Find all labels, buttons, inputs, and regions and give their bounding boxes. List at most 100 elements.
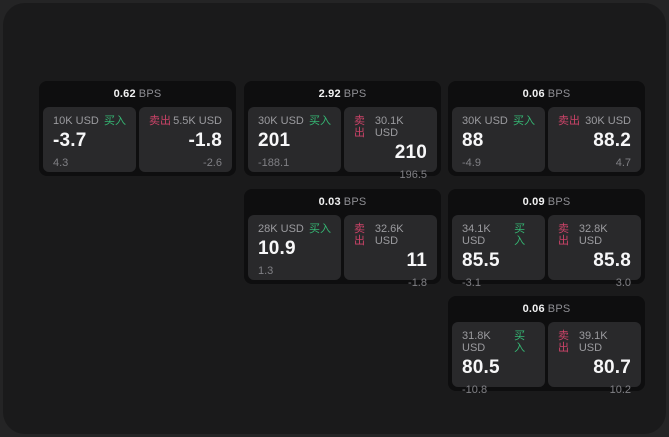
card-header: 0.03 BPS [248,189,437,215]
buy-side-label: 买入 [309,223,331,235]
buy-panel-top: 30K USD 买入 [258,115,331,127]
card-body: 28K USD 买入 10.9 1.3 卖出 32.6K USD 11 -1.8 [248,215,437,289]
card-body: 31.8K USD 买入 80.5 -10.8 卖出 39.1K USD 80.… [452,322,641,396]
buy-price: -3.7 [53,130,87,151]
card-header: 0.62 BPS [43,81,232,107]
card-header: 0.09 BPS [452,189,641,215]
sell-price: 85.8 [593,250,631,271]
quote-card[interactable]: 0.62 BPS 10K USD 买入 -3.7 4.3 卖出 5.5K USD … [39,81,236,176]
buy-delta: -4.9 [462,157,481,169]
buy-delta: -10.8 [462,384,488,396]
sell-panel[interactable]: 卖出 32.6K USD 11 -1.8 [344,215,437,289]
bps-value: 0.03 [318,196,341,208]
sell-price: 88.2 [593,130,631,151]
buy-panel[interactable]: 30K USD 买入 88 -4.9 [452,107,545,172]
sell-panel[interactable]: 卖出 30K USD 88.2 4.7 [548,107,641,172]
buy-panel-top: 31.8K USD 买入 [462,330,535,354]
buy-side-label: 买入 [514,330,526,354]
sell-panel-top: 卖出 30.1K USD [354,115,427,139]
sell-side-label: 卖出 [149,115,171,127]
buy-amount: 30K USD [462,115,508,127]
sell-price: 11 [406,250,427,271]
quote-card[interactable]: 0.09 BPS 34.1K USD 买入 85.5 -3.1 卖出 32.8K … [448,189,645,289]
buy-price: 10.9 [258,238,296,259]
quote-card[interactable]: 0.06 BPS 31.8K USD 买入 80.5 -10.8 卖出 39.1K… [448,296,645,396]
buy-panel-top: 28K USD 买入 [258,223,331,235]
sell-panel[interactable]: 卖出 32.8K USD 85.8 3.0 [548,215,641,289]
sell-panel-top: 卖出 30K USD [558,115,631,127]
buy-amount: 30K USD [258,115,304,127]
sell-amount: 30K USD [585,115,631,127]
sell-price: -1.8 [188,130,222,151]
buy-panel-top: 30K USD 买入 [462,115,535,127]
sell-panel-top: 卖出 32.8K USD [558,223,631,247]
bps-unit-label: BPS [343,88,367,100]
buy-amount: 10K USD [53,115,99,127]
sell-side-label: 卖出 [558,330,569,354]
sell-panel[interactable]: 卖出 5.5K USD -1.8 -2.6 [139,107,232,172]
sell-delta: 4.7 [615,157,631,169]
buy-panel-top: 10K USD 买入 [53,115,126,127]
sell-side-label: 卖出 [558,223,569,247]
buy-price: 88 [462,130,484,151]
buy-panel[interactable]: 10K USD 买入 -3.7 4.3 [43,107,136,172]
buy-price: 85.5 [462,250,500,271]
sell-amount: 5.5K USD [173,115,222,127]
sell-side-label: 卖出 [354,115,365,139]
buy-price: 201 [258,130,291,151]
sell-panel[interactable]: 卖出 39.1K USD 80.7 10.2 [548,322,641,396]
card-body: 10K USD 买入 -3.7 4.3 卖出 5.5K USD -1.8 -2.… [43,107,232,172]
buy-panel[interactable]: 30K USD 买入 201 -188.1 [248,107,341,172]
buy-price: 80.5 [462,357,500,378]
bps-unit-label: BPS [547,88,571,100]
buy-panel[interactable]: 31.8K USD 买入 80.5 -10.8 [452,322,545,396]
sell-amount: 30.1K USD [374,115,404,139]
bps-value: 0.06 [522,88,545,100]
bps-value: 0.09 [522,196,545,208]
card-body: 34.1K USD 买入 85.5 -3.1 卖出 32.8K USD 85.8… [452,215,641,289]
sell-panel-top: 卖出 39.1K USD [558,330,631,354]
buy-delta: -188.1 [258,157,290,169]
card-header: 0.06 BPS [452,296,641,322]
sell-delta: -1.8 [408,277,427,289]
card-body: 30K USD 买入 201 -188.1 卖出 30.1K USD 210 1… [248,107,437,181]
sell-price: 210 [394,142,427,163]
buy-panel[interactable]: 28K USD 买入 10.9 1.3 [248,215,341,280]
buy-side-label: 买入 [309,115,331,127]
bps-value: 0.62 [113,88,136,100]
buy-amount: 31.8K USD [462,330,491,354]
bps-unit-label: BPS [547,196,571,208]
buy-panel[interactable]: 34.1K USD 买入 85.5 -3.1 [452,215,545,289]
buy-side-label: 买入 [514,223,526,247]
card-header: 2.92 BPS [248,81,437,107]
buy-amount: 34.1K USD [462,223,491,247]
sell-delta: 3.0 [615,277,631,289]
quote-card[interactable]: 0.06 BPS 30K USD 买入 88 -4.9 卖出 30K USD 88… [448,81,645,176]
sell-delta: -2.6 [203,157,222,169]
sell-panel-top: 卖出 5.5K USD [149,115,222,127]
buy-delta: -3.1 [462,277,481,289]
sell-price: 80.7 [593,357,631,378]
buy-delta: 4.3 [53,157,69,169]
card-body: 30K USD 买入 88 -4.9 卖出 30K USD 88.2 4.7 [452,107,641,172]
sell-delta: 196.5 [399,169,427,181]
app-background: 0.62 BPS 10K USD 买入 -3.7 4.3 卖出 5.5K USD … [3,3,666,434]
bps-unit-label: BPS [547,303,571,315]
quote-card[interactable]: 0.03 BPS 28K USD 买入 10.9 1.3 卖出 32.6K USD… [244,189,441,289]
quote-card[interactable]: 2.92 BPS 30K USD 买入 201 -188.1 卖出 30.1K U… [244,81,441,181]
buy-delta: 1.3 [258,265,274,277]
sell-side-label: 卖出 [558,115,580,127]
buy-panel-top: 34.1K USD 买入 [462,223,535,247]
sell-panel-top: 卖出 32.6K USD [354,223,427,247]
bps-unit-label: BPS [138,88,162,100]
bps-value: 2.92 [318,88,341,100]
sell-amount: 32.8K USD [578,223,608,247]
buy-side-label: 买入 [513,115,535,127]
sell-amount: 39.1K USD [578,330,608,354]
sell-panel[interactable]: 卖出 30.1K USD 210 196.5 [344,107,437,181]
sell-side-label: 卖出 [354,223,365,247]
card-header: 0.06 BPS [452,81,641,107]
bps-unit-label: BPS [343,196,367,208]
bps-value: 0.06 [522,303,545,315]
sell-delta: 10.2 [609,384,631,396]
